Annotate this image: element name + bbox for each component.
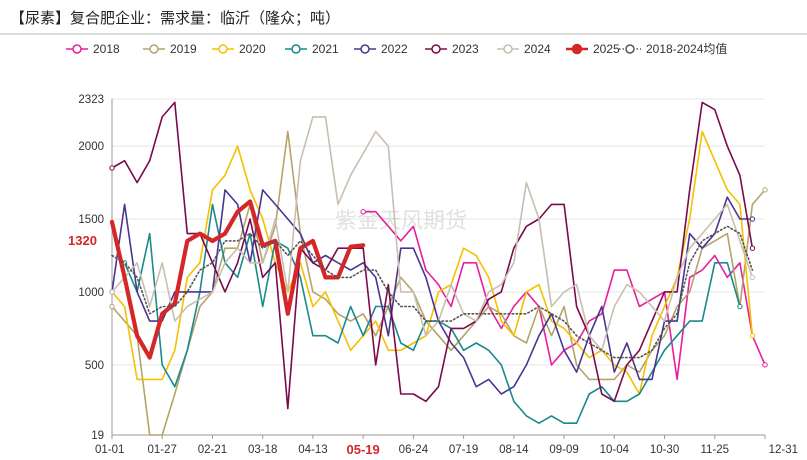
series-line-2020	[111, 130, 754, 395]
series-line-2019	[111, 130, 766, 436]
chart-title: 【尿素】复合肥企业：需求量：临沂（隆众；吨）	[10, 9, 340, 27]
legend-label: 2023	[452, 42, 479, 56]
legend-item-2023[interactable]: 2023	[425, 42, 479, 56]
x-tick-label-12-31: 12-31	[769, 444, 798, 456]
series-endpoint-2023	[109, 165, 115, 171]
y-axis: 19 500 1000 1500 2000 2323	[78, 94, 765, 442]
x-tick-label-09-09: 09-09	[549, 444, 578, 456]
series-endpoint-2020	[749, 332, 756, 339]
legend-label: 2022	[381, 42, 408, 56]
y-tick-label-1500: 1500	[78, 214, 104, 226]
legend-label: 2024	[524, 42, 551, 56]
y-tick-label-19: 19	[91, 430, 104, 442]
series-line-2025	[109, 199, 366, 360]
series-endpoint-2018	[762, 362, 768, 368]
x-tick-label-03-18: 03-18	[248, 444, 277, 456]
legend-swatch-marker	[360, 44, 370, 54]
y-tick-label-2323: 2323	[78, 94, 104, 106]
legend-label: 2025	[593, 42, 620, 56]
legend-swatch-marker	[431, 44, 441, 54]
legend-label: 2020	[239, 42, 266, 56]
legend-item-2024[interactable]: 2024	[497, 42, 551, 56]
series-endpoint-2023	[749, 245, 756, 251]
y-tick-label-1000: 1000	[78, 287, 104, 299]
series-endpoint-2024	[749, 274, 756, 281]
legend-swatch-marker	[503, 44, 513, 54]
series-endpoint-2022	[749, 216, 756, 222]
legend-swatch-marker	[291, 44, 301, 54]
series-line-2018-2024	[111, 225, 754, 359]
series-line-2018	[362, 210, 766, 381]
current-value-label: 1320	[68, 233, 97, 248]
x-tick-label-01-01: 01-01	[95, 444, 124, 456]
x-tick-label-04-13: 04-13	[298, 444, 327, 456]
legend: 2018 2019 2020 2021 2022 2023 2024 2025 2018-202…	[66, 41, 727, 56]
legend-item-2019[interactable]: 2019	[143, 42, 197, 56]
series-group	[109, 101, 768, 436]
series-endpoint-2018	[360, 209, 366, 215]
legend-label: 2018	[93, 42, 120, 56]
x-tick-label-07-19: 07-19	[449, 444, 478, 456]
x-tick-label-11-25: 11-25	[700, 444, 729, 456]
x-tick-label-01-27: 01-27	[148, 444, 177, 456]
x-tick-label-08-14: 08-14	[499, 444, 529, 456]
legend-item-2020[interactable]: 2020	[212, 42, 266, 56]
series-line-2024	[111, 116, 754, 352]
legend-swatch-marker	[72, 44, 82, 54]
legend-item-2018[interactable]: 2018	[66, 42, 120, 56]
legend-swatch-marker	[218, 44, 228, 54]
series-endpoint-2021	[737, 303, 743, 310]
x-axis: 01-01 01-27 02-21 03-18 04-13 05-19 06-24 07-19…	[95, 435, 798, 457]
x-tick-label-05-19: 05-19	[347, 442, 380, 457]
legend-swatch-marker	[149, 44, 159, 54]
y-tick-label-2000: 2000	[78, 141, 104, 153]
legend-label: 2021	[312, 42, 339, 56]
x-tick-label-10-04: 10-04	[600, 444, 630, 456]
legend-item-2025[interactable]: 2025	[566, 42, 620, 56]
legend-swatch-marker	[571, 43, 583, 55]
series-line-2022	[111, 189, 754, 395]
y-tick-label-500: 500	[85, 360, 104, 372]
legend-item-2021[interactable]: 2021	[285, 42, 339, 56]
x-tick-label-10-30: 10-30	[650, 444, 679, 456]
legend-item-2022[interactable]: 2022	[354, 42, 408, 56]
watermark-text: 紫金天风期货	[335, 209, 467, 234]
legend-label: 2019	[170, 42, 197, 56]
legend-swatch-marker	[625, 44, 635, 54]
series-endpoint-2019	[109, 303, 115, 310]
series-endpoint-2024	[109, 289, 115, 295]
legend-item-2018-2024[interactable]: 2018-2024均值	[619, 41, 727, 56]
x-tick-label-06-24: 06-24	[399, 444, 429, 456]
x-tick-label-02-21: 02-21	[198, 444, 227, 456]
legend-label: 2018-2024均值	[646, 41, 727, 56]
series-endpoint-2019	[762, 187, 768, 193]
